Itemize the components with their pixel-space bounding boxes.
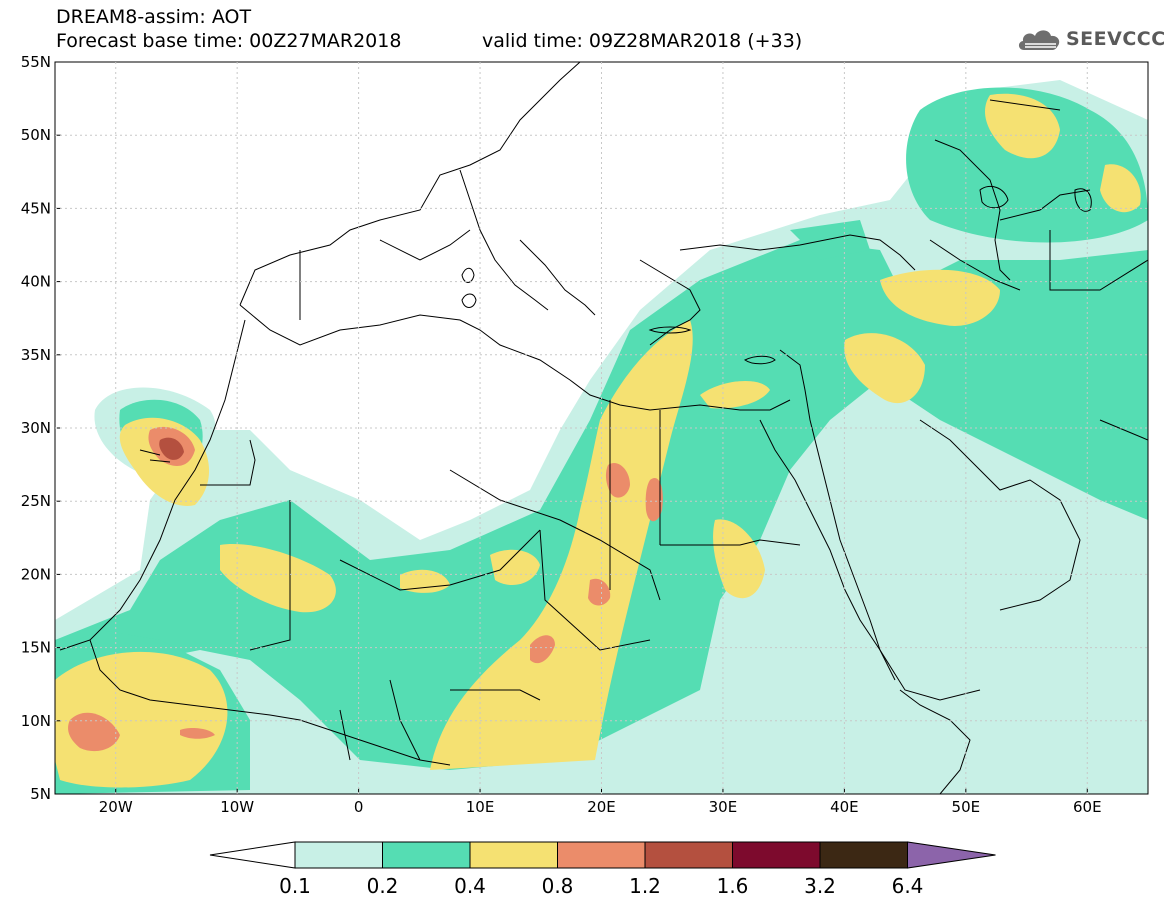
lon-tick-label: 10W (220, 798, 254, 816)
lat-tick-label: 15N (21, 639, 51, 657)
logo-text: SEEVCCC (1066, 28, 1165, 50)
lon-labels: 20W 10W 0 10E 20E 30E 40E 50E 60E (99, 798, 1102, 816)
lon-tick-label: 50E (952, 798, 981, 816)
colorbar-label: 1.6 (717, 874, 749, 898)
colorbar-label: 0.8 (542, 874, 574, 898)
colorbar-label: 0.2 (367, 874, 399, 898)
lat-tick-label: 10N (21, 712, 51, 730)
forecast-base-time: Forecast base time: 00Z27MAR2018 (56, 30, 402, 52)
lat-tick-label: 45N (21, 199, 51, 217)
colorbar-label: 0.4 (454, 874, 486, 898)
colorbar-box (732, 841, 821, 869)
lon-tick-label: 20E (587, 798, 616, 816)
lat-tick-label: 20N (21, 565, 51, 583)
colorbar-label: 1.2 (629, 874, 661, 898)
lon-tick-label: 40E (830, 798, 859, 816)
colorbar-box (382, 841, 471, 869)
valid-time: valid time: 09Z28MAR2018 (+33) (482, 30, 803, 52)
lat-labels: 55N 50N 45N 40N 35N 30N 25N 20N 15N 10N 5N (21, 53, 51, 803)
lon-tick-label: 20W (99, 798, 133, 816)
cloud-icon (1018, 30, 1060, 50)
lon-tick-label: 30E (709, 798, 738, 816)
colorbar-label: 3.2 (804, 874, 836, 898)
lat-tick-label: 55N (21, 53, 51, 71)
lon-tick-label: 0 (354, 798, 364, 816)
lat-tick-label: 25N (21, 492, 51, 510)
map-title: DREAM8-assim: AOT (56, 6, 252, 28)
lat-tick-label: 35N (21, 346, 51, 364)
colorbar-label: 6.4 (892, 874, 924, 898)
lon-tick-label: 10E (466, 798, 495, 816)
colorbar-under-triangle (209, 841, 296, 869)
lat-tick-label: 40N (21, 273, 51, 291)
colorbar-box (557, 841, 646, 869)
colorbar-over-triangle (907, 841, 996, 869)
lat-tick-label: 50N (21, 126, 51, 144)
colorbar-box (294, 841, 383, 869)
seevccc-logo: SEEVCCC (1016, 24, 1165, 54)
colorbar-box (819, 841, 908, 869)
colorbar-box (644, 841, 733, 869)
lat-tick-label: 5N (30, 785, 51, 803)
colorbar-label: 0.1 (279, 874, 311, 898)
colorbar-box (469, 841, 558, 869)
lon-tick-label: 60E (1073, 798, 1102, 816)
lat-tick-label: 30N (21, 419, 51, 437)
